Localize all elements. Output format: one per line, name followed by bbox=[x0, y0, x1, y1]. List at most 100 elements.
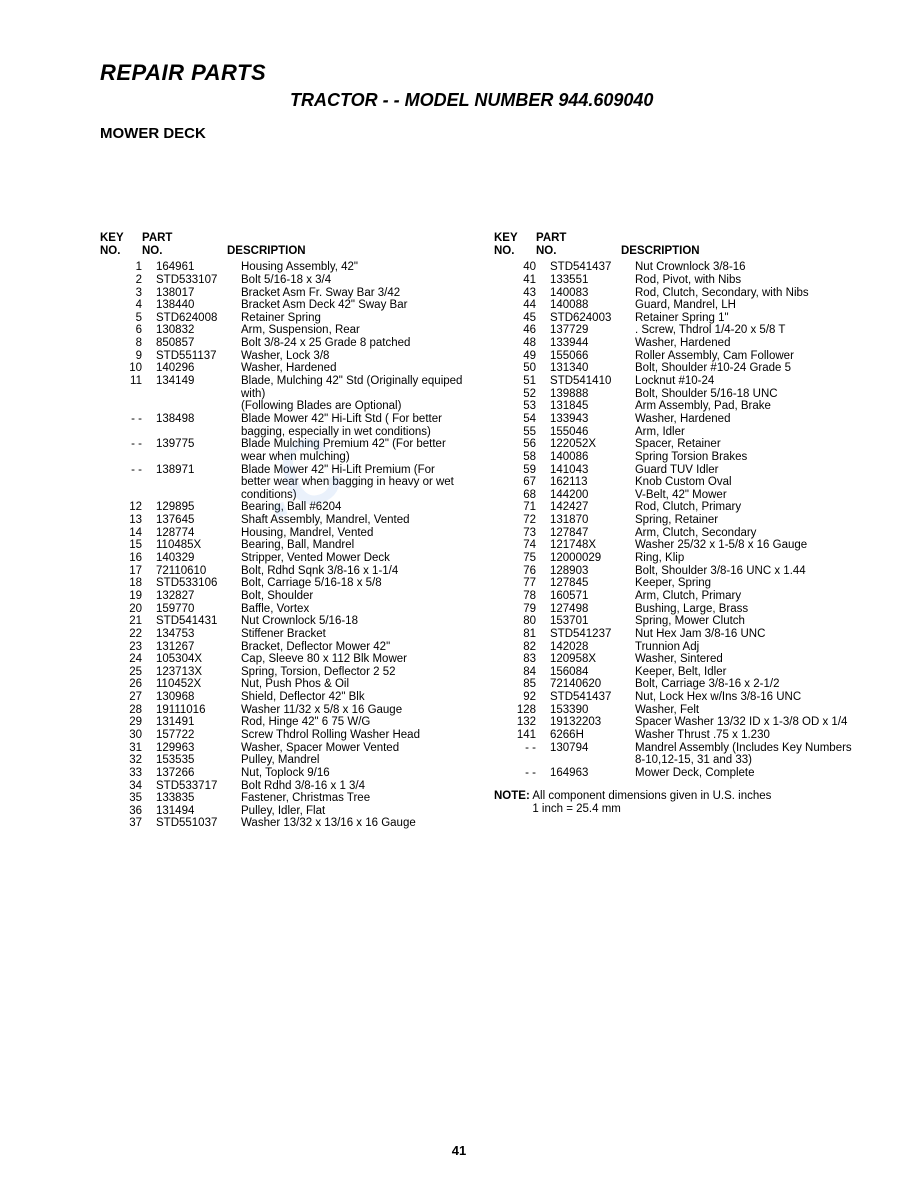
cell-part: 138017 bbox=[156, 287, 241, 300]
cell-key: 27 bbox=[100, 691, 156, 704]
cell-part: 132827 bbox=[156, 590, 241, 603]
table-row: 3138017Bracket Asm Fr. Sway Bar 3/42 bbox=[100, 287, 464, 300]
cell-part: 155046 bbox=[550, 426, 635, 439]
cell-desc: Bolt, Shoulder 5/16-18 UNC bbox=[635, 388, 858, 401]
cell-key: 35 bbox=[100, 792, 156, 805]
table-row: 49155066Roller Assembly, Cam Follower bbox=[494, 350, 858, 363]
table-row: 81STD541237Nut Hex Jam 3/8-16 UNC bbox=[494, 628, 858, 641]
cell-desc: Fastener, Christmas Tree bbox=[241, 792, 464, 805]
cell-key: 73 bbox=[494, 527, 550, 540]
cell-key: 76 bbox=[494, 565, 550, 578]
cell-part: STD533106 bbox=[156, 577, 241, 590]
header-part-no: NO. bbox=[142, 245, 227, 258]
cell-key: 81 bbox=[494, 628, 550, 641]
cell-key: 84 bbox=[494, 666, 550, 679]
table-row: - -138498Blade Mower 42" Hi-Lift Std ( F… bbox=[100, 413, 464, 438]
cell-part: 128774 bbox=[156, 527, 241, 540]
cell-desc: Washer, Hardened bbox=[241, 362, 464, 375]
cell-desc: Baffle, Vortex bbox=[241, 603, 464, 616]
cell-key: 24 bbox=[100, 653, 156, 666]
cell-desc: Retainer Spring 1" bbox=[635, 312, 858, 325]
cell-desc: Housing, Mandrel, Vented bbox=[241, 527, 464, 540]
cell-key: 46 bbox=[494, 324, 550, 337]
cell-desc: Spring, Mower Clutch bbox=[635, 615, 858, 628]
table-row: - -130794Mandrel Assembly (Includes Key … bbox=[494, 742, 858, 767]
table-row: 21STD541431Nut Crownlock 5/16-18 bbox=[100, 615, 464, 628]
table-row: 43140083Rod, Clutch, Secondary, with Nib… bbox=[494, 287, 858, 300]
table-row: 45STD624003Retainer Spring 1" bbox=[494, 312, 858, 325]
cell-key: 2 bbox=[100, 274, 156, 287]
title-sub: TRACTOR - - MODEL NUMBER 944.609040 bbox=[290, 90, 858, 111]
cell-desc: Keeper, Spring bbox=[635, 577, 858, 590]
left-column-header: KEY NO. PART NO. DESCRIPTION bbox=[100, 232, 464, 257]
table-row: 13137645Shaft Assembly, Mandrel, Vented bbox=[100, 514, 464, 527]
table-row: - -164963Mower Deck, Complete bbox=[494, 767, 858, 780]
cell-key: 6 bbox=[100, 324, 156, 337]
table-row: 7512000029Ring, Klip bbox=[494, 552, 858, 565]
parts-table-columns: KEY NO. PART NO. DESCRIPTION 1164961Hous… bbox=[100, 232, 858, 830]
cell-key: 132 bbox=[494, 716, 550, 729]
cell-part: 131845 bbox=[550, 400, 635, 413]
table-row: 9STD551137Washer, Lock 3/8 bbox=[100, 350, 464, 363]
cell-part: 131494 bbox=[156, 805, 241, 818]
table-row: 83120958XWasher, Sintered bbox=[494, 653, 858, 666]
cell-desc: Housing Assembly, 42" bbox=[241, 261, 464, 274]
cell-part: STD541237 bbox=[550, 628, 635, 641]
section-heading: MOWER DECK bbox=[100, 125, 858, 142]
table-row: 74121748XWasher 25/32 x 1-5/8 x 16 Gauge bbox=[494, 539, 858, 552]
table-row: 33137266Nut, Toplock 9/16 bbox=[100, 767, 464, 780]
cell-part: STD551137 bbox=[156, 350, 241, 363]
cell-part: 140296 bbox=[156, 362, 241, 375]
cell-desc: Rod, Pivot, with Nibs bbox=[635, 274, 858, 287]
cell-desc: Pulley, Mandrel bbox=[241, 754, 464, 767]
cell-part: 155066 bbox=[550, 350, 635, 363]
cell-desc: Rod, Clutch, Primary bbox=[635, 501, 858, 514]
cell-part: 162113 bbox=[550, 476, 635, 489]
cell-key: 40 bbox=[494, 261, 550, 274]
cell-part: 110485X bbox=[156, 539, 241, 552]
header-key: KEY bbox=[100, 232, 142, 245]
cell-key: 77 bbox=[494, 577, 550, 590]
cell-key: 23 bbox=[100, 641, 156, 654]
table-row: 56122052XSpacer, Retainer bbox=[494, 438, 858, 451]
cell-part: 110452X bbox=[156, 678, 241, 691]
table-row: (Following Blades are Optional) bbox=[100, 400, 464, 413]
cell-key: 51 bbox=[494, 375, 550, 388]
cell-desc: Spring Torsion Brakes bbox=[635, 451, 858, 464]
cell-key: 18 bbox=[100, 577, 156, 590]
cell-desc: Spacer, Retainer bbox=[635, 438, 858, 451]
header-key-no: NO. bbox=[494, 245, 536, 258]
table-row: - -139775Blade Mulching Premium 42" (For… bbox=[100, 438, 464, 463]
cell-key: 59 bbox=[494, 464, 550, 477]
cell-part: STD624008 bbox=[156, 312, 241, 325]
cell-part: 141043 bbox=[550, 464, 635, 477]
cell-key: 49 bbox=[494, 350, 550, 363]
header-desc: DESCRIPTION bbox=[227, 245, 464, 258]
cell-key: 32 bbox=[100, 754, 156, 767]
cell-key: - - bbox=[100, 438, 156, 451]
cell-part: 164963 bbox=[550, 767, 635, 780]
cell-key: 52 bbox=[494, 388, 550, 401]
table-row: 51STD541410Locknut #10-24 bbox=[494, 375, 858, 388]
cell-key: 31 bbox=[100, 742, 156, 755]
cell-part: 850857 bbox=[156, 337, 241, 350]
cell-part: 130832 bbox=[156, 324, 241, 337]
cell-desc: Bolt 5/16-18 x 3/4 bbox=[241, 274, 464, 287]
cell-key: 68 bbox=[494, 489, 550, 502]
table-row: 13219132203Spacer Washer 13/32 ID x 1-3/… bbox=[494, 716, 858, 729]
table-row: 72131870Spring, Retainer bbox=[494, 514, 858, 527]
table-row: 53131845Arm Assembly, Pad, Brake bbox=[494, 400, 858, 413]
cell-desc: Arm, Idler bbox=[635, 426, 858, 439]
cell-part: 139775 bbox=[156, 438, 241, 451]
cell-desc: Blade Mower 42" Hi-Lift Premium (For bet… bbox=[241, 464, 464, 502]
cell-desc: Bracket Asm Deck 42" Sway Bar bbox=[241, 299, 464, 312]
table-row: 15110485XBearing, Ball, Mandrel bbox=[100, 539, 464, 552]
cell-part: 153701 bbox=[550, 615, 635, 628]
cell-part: 134149 bbox=[156, 375, 241, 388]
left-column: KEY NO. PART NO. DESCRIPTION 1164961Hous… bbox=[100, 232, 464, 830]
cell-part: 140088 bbox=[550, 299, 635, 312]
table-row: 35133835Fastener, Christmas Tree bbox=[100, 792, 464, 805]
cell-key: 48 bbox=[494, 337, 550, 350]
table-row: 128153390Washer, Felt bbox=[494, 704, 858, 717]
cell-part: 134753 bbox=[156, 628, 241, 641]
